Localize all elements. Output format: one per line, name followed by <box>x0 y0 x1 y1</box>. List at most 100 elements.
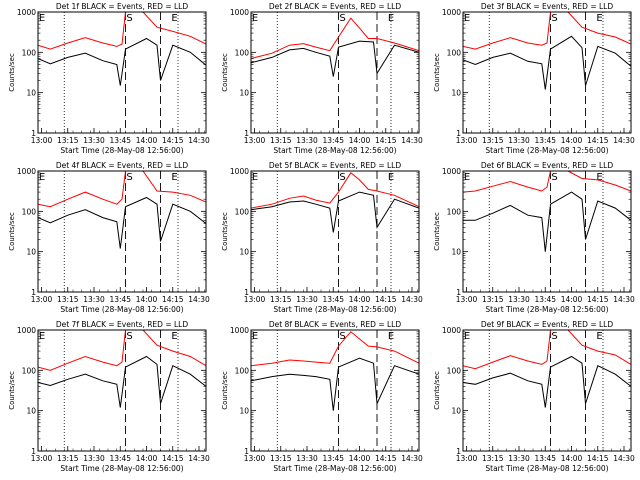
events-series-line <box>463 355 631 408</box>
y-tick-label: 1000 <box>442 326 461 335</box>
marker-label: E <box>388 172 394 183</box>
marker-label: E <box>39 172 45 183</box>
x-tick-label: 14:15 <box>162 295 184 304</box>
detector-panel: Det 6f BLACK = Events, RED = LLD E S E 1 10 10… <box>433 161 635 314</box>
marker-label: E <box>464 331 470 342</box>
x-tick-label: 14:30 <box>188 295 210 304</box>
panel-title: Det 8f BLACK = Events, RED = LLD <box>269 320 402 329</box>
x-tick-label: 14:30 <box>188 136 210 145</box>
y-tick-label: 100 <box>447 366 462 375</box>
panel-title: Det 2f BLACK = Events, RED = LLD <box>269 2 402 11</box>
y-tick-label: 1 <box>244 129 249 138</box>
y-tick-label: 10 <box>26 89 36 98</box>
events-series-line <box>38 355 206 408</box>
marker-label: E <box>39 13 45 24</box>
x-tick-label: 14:30 <box>613 295 635 304</box>
lld-series-line <box>38 330 206 371</box>
x-tick-label: 14:15 <box>375 295 397 304</box>
y-tick-label: 1000 <box>17 167 36 176</box>
x-axis-label: Start Time (28-May-08 12:56:00) <box>60 464 183 473</box>
x-tick-label: 13:45 <box>534 454 556 463</box>
lld-series-line <box>38 12 206 50</box>
x-tick-label: 13:45 <box>322 136 344 145</box>
y-tick-label: 10 <box>239 89 249 98</box>
x-tick-label: 13:15 <box>482 454 504 463</box>
x-tick-label: 13:15 <box>270 454 292 463</box>
x-tick-label: 13:15 <box>57 295 79 304</box>
x-tick-label: 14:30 <box>613 136 635 145</box>
y-tick-label: 1 <box>456 129 461 138</box>
marker-label: S <box>551 331 557 342</box>
x-tick-label: 14:00 <box>349 454 371 463</box>
plot-frame <box>462 170 632 293</box>
y-axis-label: Counts/sec <box>221 53 229 92</box>
marker-label: E <box>464 172 470 183</box>
plot-frame <box>462 329 632 452</box>
y-tick-label: 10 <box>26 248 36 257</box>
y-tick-label: 1000 <box>442 8 461 17</box>
marker-label: E <box>252 331 258 342</box>
x-tick-label: 13:00 <box>456 454 478 463</box>
x-tick-label: 13:30 <box>296 295 318 304</box>
x-tick-label: 14:00 <box>349 295 371 304</box>
events-series-line <box>251 40 419 77</box>
y-tick-label: 1 <box>456 288 461 297</box>
x-tick-label: 13:15 <box>57 454 79 463</box>
marker-label: E <box>388 13 394 24</box>
lld-series-line <box>251 17 419 60</box>
marker-label: S <box>126 172 132 183</box>
x-tick-label: 13:15 <box>270 136 292 145</box>
x-tick-label: 14:15 <box>587 454 609 463</box>
x-tick-label: 13:00 <box>456 295 478 304</box>
x-tick-label: 13:45 <box>109 454 131 463</box>
x-tick-label: 13:45 <box>322 454 344 463</box>
marker-label: S <box>551 172 557 183</box>
y-axis-label: Counts/sec <box>433 371 441 410</box>
y-tick-label: 1 <box>31 129 36 138</box>
plot-frame <box>250 11 420 134</box>
plot-frame <box>37 11 207 134</box>
panel-title: Det 3f BLACK = Events, RED = LLD <box>481 2 614 11</box>
x-tick-label: 13:45 <box>534 295 556 304</box>
x-tick-label: 13:45 <box>109 295 131 304</box>
x-tick-label: 13:00 <box>456 136 478 145</box>
lld-series-line <box>38 171 206 208</box>
marker-label: S <box>339 331 345 342</box>
x-tick-label: 14:00 <box>561 454 583 463</box>
x-tick-label: 13:30 <box>508 454 530 463</box>
y-tick-label: 1 <box>244 447 249 456</box>
y-tick-label: 1000 <box>230 167 249 176</box>
y-tick-label: 1000 <box>17 8 36 17</box>
y-tick-label: 10 <box>239 407 249 416</box>
x-tick-label: 13:30 <box>296 136 318 145</box>
y-tick-label: 100 <box>447 207 462 216</box>
marker-label: S <box>551 13 557 24</box>
x-tick-label: 13:30 <box>508 136 530 145</box>
marker-label: E <box>596 172 602 183</box>
y-tick-label: 1 <box>31 288 36 297</box>
y-axis-label: Counts/sec <box>8 371 16 410</box>
y-tick-label: 100 <box>235 48 250 57</box>
x-axis-label: Start Time (28-May-08 12:56:00) <box>485 146 608 155</box>
x-axis-label: Start Time (28-May-08 12:56:00) <box>485 305 608 314</box>
y-tick-label: 10 <box>451 89 461 98</box>
events-series-line <box>38 196 206 249</box>
y-tick-label: 10 <box>239 248 249 257</box>
lld-series-line <box>251 172 419 209</box>
detector-panel: Det 7f BLACK = Events, RED = LLD E S E 1 10 10… <box>8 320 210 473</box>
x-tick-label: 13:45 <box>534 136 556 145</box>
y-tick-label: 1000 <box>230 326 249 335</box>
x-tick-label: 14:15 <box>375 136 397 145</box>
x-tick-label: 14:00 <box>349 136 371 145</box>
y-tick-label: 1000 <box>230 8 249 17</box>
marker-label: E <box>252 172 258 183</box>
x-tick-label: 14:15 <box>162 454 184 463</box>
x-tick-label: 14:00 <box>561 295 583 304</box>
detector-panel: Det 4f BLACK = Events, RED = LLD E S E 1 10 10… <box>8 161 210 314</box>
y-tick-label: 100 <box>235 207 250 216</box>
marker-label: E <box>464 13 470 24</box>
x-tick-label: 13:30 <box>83 454 105 463</box>
x-axis-label: Start Time (28-May-08 12:56:00) <box>485 464 608 473</box>
x-tick-label: 13:00 <box>31 136 53 145</box>
y-axis-label: Counts/sec <box>221 371 229 410</box>
